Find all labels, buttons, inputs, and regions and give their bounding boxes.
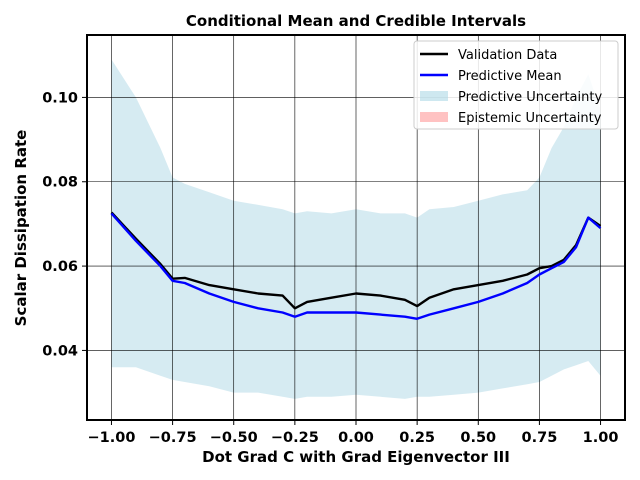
series-line-1 — [110, 212, 602, 320]
legend-label-3: Epistemic Uncertainty — [458, 111, 602, 126]
x-tick-label-4: 0.00 — [338, 430, 374, 446]
x-tick-label-5: 0.25 — [399, 430, 435, 446]
chart-title: Conditional Mean and Credible Intervals — [186, 12, 526, 30]
legend-swatch-2 — [420, 91, 448, 101]
x-tick-label-7: 0.75 — [522, 430, 558, 446]
legend-label-0: Validation Data — [458, 48, 557, 63]
legend-label-1: Predictive Mean — [458, 69, 562, 84]
x-tick-label-2: −0.50 — [210, 430, 258, 446]
axis-ticks: −1.00 −0.75 −0.50 −0.25 0.00 0.25 0.50 0.75 1.00… — [42, 90, 618, 446]
legend-box — [413, 40, 619, 130]
x-tick-label-8: 1.00 — [583, 430, 619, 446]
legend-label-2: Predictive Uncertainty — [458, 90, 602, 105]
x-tick-label-3: −0.25 — [271, 430, 319, 446]
y-tick-label-1: 0.06 — [42, 259, 78, 275]
y-axis-label: Scalar Dissipation Rate — [12, 130, 30, 327]
legend: Validation Data Predictive Mean Predictive… — [413, 40, 619, 130]
x-tick-label-0: −1.00 — [87, 430, 135, 446]
legend-swatch-3 — [420, 112, 448, 122]
y-tick-label-3: 0.10 — [42, 90, 78, 106]
x-tick-label-1: −0.75 — [149, 430, 197, 446]
series-line-0 — [110, 211, 602, 310]
x-tick-label-6: 0.50 — [460, 430, 496, 446]
y-tick-label-0: 0.04 — [42, 343, 78, 359]
y-tick-label-2: 0.08 — [42, 175, 78, 191]
x-axis-label: Dot Grad C with Grad Eigenvector III — [202, 448, 510, 466]
